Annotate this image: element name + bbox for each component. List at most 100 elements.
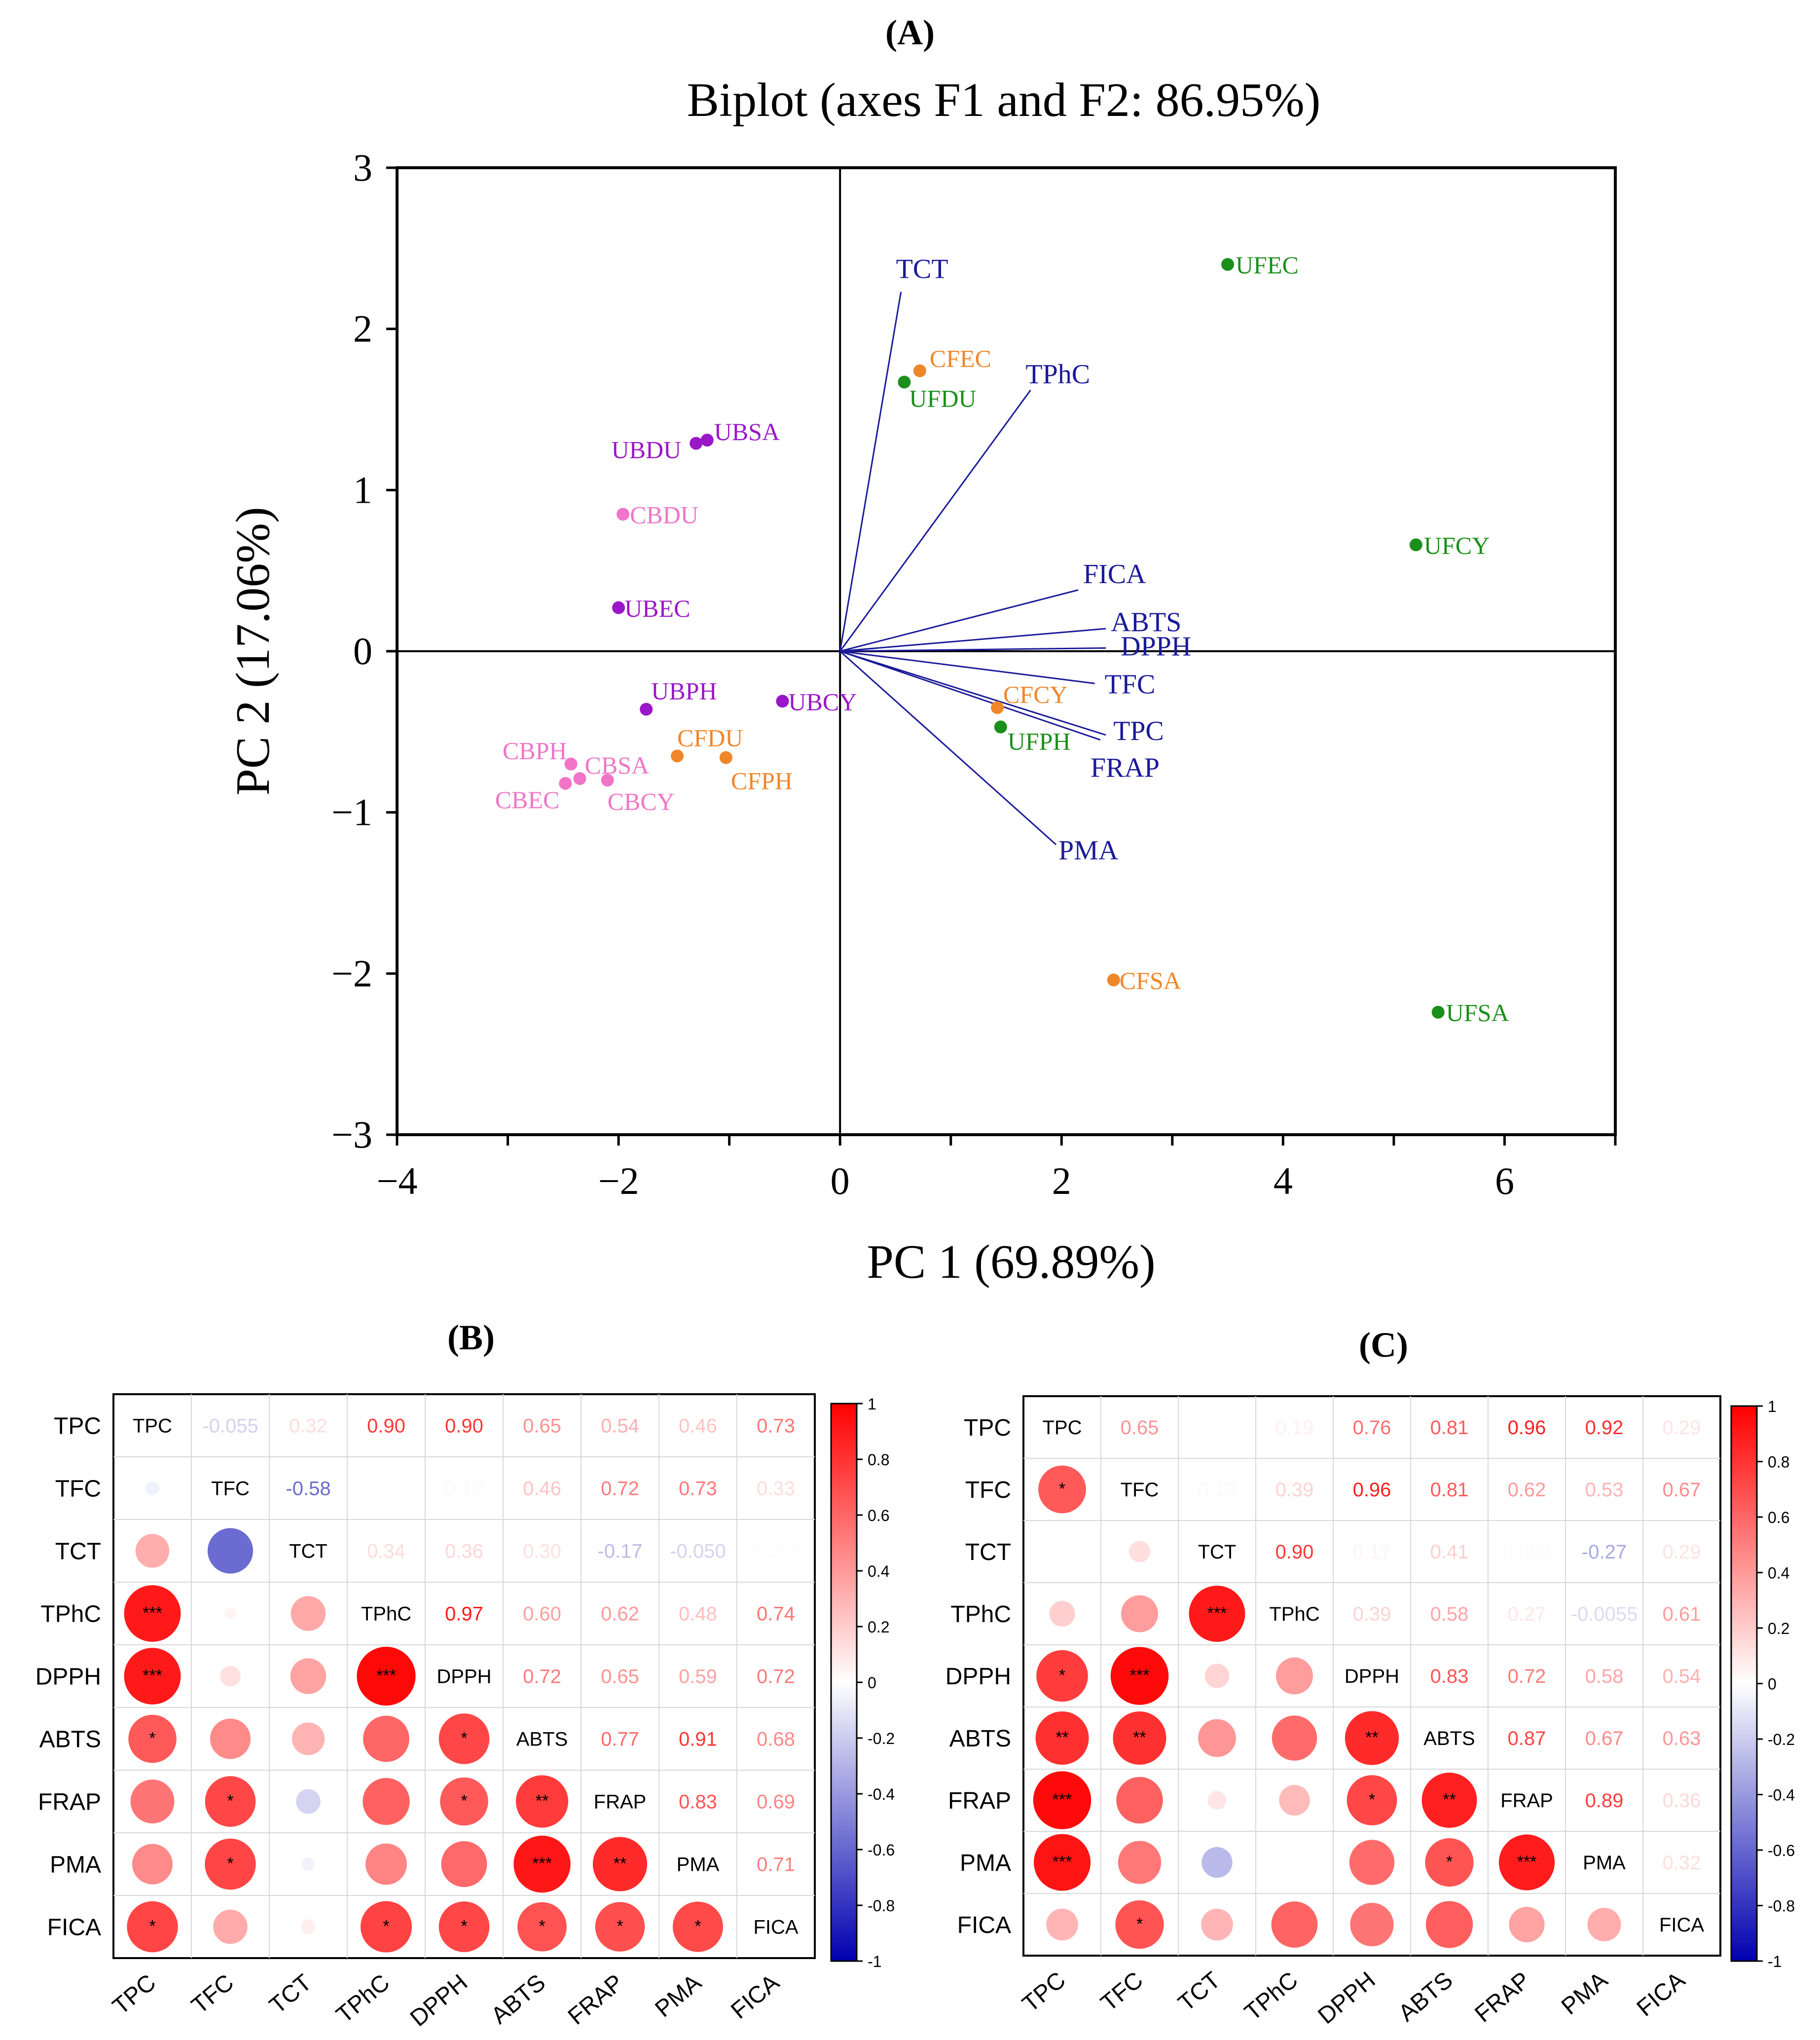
- corr-circle: [1279, 1784, 1310, 1816]
- corr-value: 0.65: [601, 1666, 639, 1688]
- diagonal-label: ABTS: [1423, 1728, 1475, 1749]
- corr-value: 0.36: [1663, 1790, 1701, 1812]
- corr-value: 0.73: [679, 1478, 717, 1500]
- corr-value: 0.63: [1663, 1728, 1701, 1749]
- corr-value: 0.46: [523, 1478, 561, 1500]
- corr-circle: [1033, 1834, 1091, 1891]
- corr-circle: [513, 1835, 571, 1893]
- loading-label: TPhC: [1025, 359, 1090, 390]
- loading-vector-tct: [839, 292, 902, 652]
- col-label: TPC: [108, 1969, 161, 2020]
- loading-vector-tphc: [839, 389, 1031, 652]
- corr-value: 0.53: [1585, 1479, 1624, 1501]
- corr-value: 0.81: [1430, 1417, 1469, 1439]
- corr-circle: [517, 1902, 567, 1952]
- corr-value: 0.41: [1430, 1541, 1469, 1563]
- corr-circle: [128, 1714, 177, 1763]
- corr-value: 0.68: [757, 1729, 795, 1750]
- point-ufdu: [898, 375, 911, 389]
- corr-value: 0.87: [1508, 1728, 1546, 1749]
- corr-value: 0.90: [445, 1415, 483, 1437]
- corr-circle: [440, 1777, 488, 1826]
- corr-value: 0.71: [757, 1854, 795, 1876]
- corr-value: 0.72: [523, 1666, 561, 1688]
- col-label: FRAP: [1470, 1967, 1535, 2028]
- colorbar-label: 0.6: [1768, 1509, 1789, 1526]
- corr-circle: [1421, 1773, 1477, 1828]
- corr-value: 0.97: [445, 1603, 483, 1625]
- corr-value: -0.055: [202, 1415, 258, 1437]
- panel-a-label: (A): [885, 13, 935, 52]
- corr-circle: [1033, 1771, 1092, 1829]
- corr-circle: [296, 1789, 321, 1814]
- colorbar-label: -0.6: [1768, 1842, 1795, 1859]
- y-tick-label: −3: [331, 1113, 372, 1156]
- col-label: TFC: [187, 1969, 239, 2019]
- corr-value: 0.96: [1353, 1479, 1391, 1501]
- corr-circle: [365, 1843, 407, 1885]
- corr-value: 0.30: [523, 1541, 561, 1562]
- x-tick-label: 0: [831, 1159, 850, 1202]
- corr-circle: [291, 1596, 326, 1631]
- corr-value: 0.69: [757, 1791, 795, 1813]
- corr-circle: [145, 1481, 160, 1495]
- y-tick-label: 2: [353, 307, 372, 350]
- significance-stars: *: [149, 1729, 155, 1748]
- significance-stars: *: [539, 1917, 545, 1936]
- loading-label: ABTS: [1111, 607, 1181, 637]
- point-cbsa: [573, 772, 586, 785]
- corr-value: 0.67: [1663, 1479, 1701, 1501]
- diagonal-label: FICA: [753, 1917, 798, 1938]
- point-cbec: [559, 777, 572, 790]
- point-ubec: [612, 601, 625, 614]
- corr-value: -0.0055: [1571, 1603, 1638, 1625]
- diagonal-label: TPhC: [1269, 1603, 1319, 1625]
- corr-circle: [213, 1909, 248, 1944]
- corr-circle: [1425, 1901, 1473, 1948]
- row-label: FICA: [47, 1915, 101, 1941]
- corr-value: 0.77: [601, 1729, 639, 1750]
- corr-circle: [224, 1607, 237, 1620]
- corr-value: 0.73: [757, 1415, 795, 1437]
- col-label: FICA: [726, 1969, 784, 2024]
- panel-b-label: (B): [447, 1318, 495, 1357]
- correlation-matrix-b: TPC TPC TPC -0.055 0.32 0.90 0.90 0.65 0.54 0.46 0…: [36, 1393, 895, 2032]
- corr-value: 0.39: [1275, 1479, 1314, 1501]
- row-label: TPC: [964, 1415, 1011, 1441]
- loading-label: FICA: [1083, 559, 1146, 590]
- x-tick-label: 6: [1495, 1159, 1514, 1202]
- diagonal-label: TPhC: [361, 1603, 411, 1625]
- row-label: PMA: [50, 1852, 101, 1878]
- corr-circle: [205, 1838, 256, 1890]
- corr-circle: [135, 1534, 170, 1568]
- y-tick-label: −2: [331, 952, 372, 995]
- loading-label: DPPH: [1121, 631, 1191, 662]
- colorbar-label: -0.8: [868, 1897, 895, 1915]
- significance-stars: *: [1059, 1480, 1065, 1498]
- corr-value: 0.19: [1275, 1417, 1314, 1439]
- significance-stars: *: [694, 1917, 701, 1936]
- corr-value: 0.89: [1585, 1790, 1624, 1812]
- point-label: CBPH: [503, 737, 567, 765]
- point-cbdu: [617, 508, 630, 521]
- corr-circle: [1292, 1860, 1297, 1865]
- significance-stars: ***: [143, 1667, 162, 1685]
- diagonal-label: TFC: [211, 1478, 250, 1500]
- corr-circle: [1115, 1900, 1164, 1949]
- corr-circle: [1350, 1902, 1394, 1947]
- corr-value: 0.65: [1121, 1417, 1159, 1439]
- significance-stars: *: [383, 1917, 389, 1936]
- corr-circle: [1038, 1465, 1086, 1514]
- colorbar-label: 1: [1768, 1398, 1777, 1415]
- significance-stars: ***: [1053, 1790, 1072, 1809]
- corr-circle: [1110, 1647, 1169, 1705]
- corr-value: 0.54: [1663, 1666, 1701, 1687]
- col-label: TPC: [1018, 1967, 1071, 2017]
- corr-circle: [1271, 1901, 1318, 1948]
- row-label: TPC: [54, 1413, 101, 1440]
- x-tick-label: 4: [1274, 1159, 1293, 1202]
- diagonal-label: TPC: [133, 1415, 172, 1437]
- point-label: UBEC: [624, 594, 690, 622]
- point-label: UFSA: [1446, 999, 1509, 1027]
